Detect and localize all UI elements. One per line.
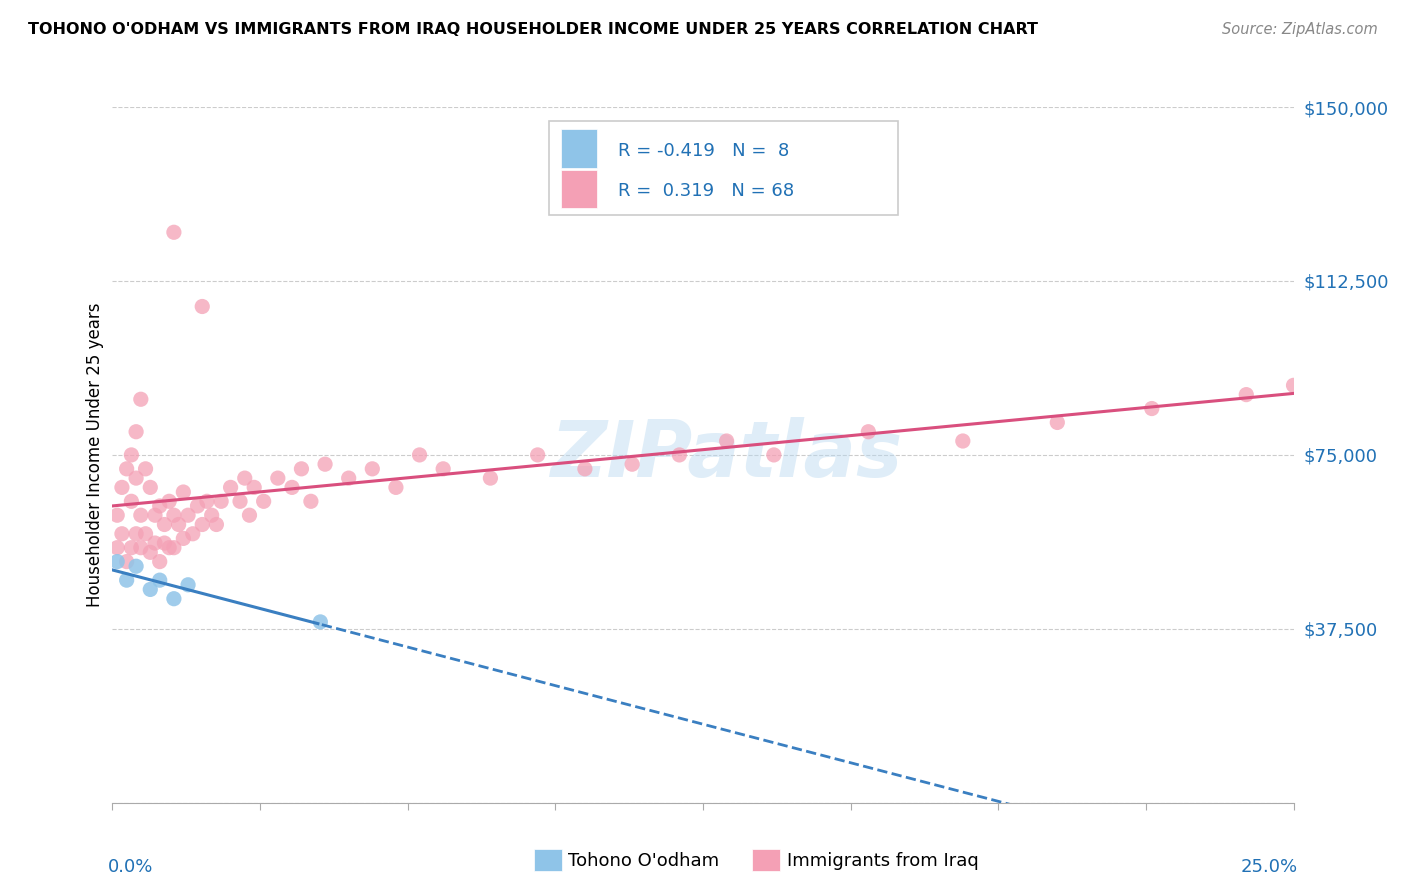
Point <box>149 573 172 587</box>
Point <box>172 485 194 500</box>
Point <box>139 582 162 597</box>
Point <box>299 494 322 508</box>
Point <box>125 559 148 574</box>
Point <box>135 462 157 476</box>
Point <box>167 517 190 532</box>
Point <box>120 448 142 462</box>
Point <box>143 536 166 550</box>
Point <box>143 508 166 523</box>
Point <box>1046 416 1069 430</box>
Point <box>762 448 785 462</box>
Point <box>195 494 218 508</box>
Point <box>125 471 148 485</box>
Point <box>1234 387 1257 401</box>
Point <box>186 499 208 513</box>
Point <box>129 541 152 555</box>
Point <box>526 448 548 462</box>
Point <box>129 508 152 523</box>
Text: TOHONO O'ODHAM VS IMMIGRANTS FROM IRAQ HOUSEHOLDER INCOME UNDER 25 YEARS CORRELA: TOHONO O'ODHAM VS IMMIGRANTS FROM IRAQ H… <box>28 22 1038 37</box>
Point <box>163 591 186 606</box>
Point <box>191 300 214 314</box>
FancyBboxPatch shape <box>561 129 596 168</box>
Point <box>385 480 408 494</box>
Point <box>337 471 360 485</box>
Point <box>105 555 128 569</box>
Point <box>157 541 180 555</box>
Point <box>125 425 148 439</box>
Text: Source: ZipAtlas.com: Source: ZipAtlas.com <box>1222 22 1378 37</box>
Point <box>163 508 186 523</box>
Point <box>139 545 162 559</box>
Point <box>111 480 134 494</box>
Text: R = -0.419   N =  8: R = -0.419 N = 8 <box>619 142 789 160</box>
Point <box>115 573 138 587</box>
Point <box>191 517 214 532</box>
Point <box>253 494 276 508</box>
Point <box>229 494 252 508</box>
Point <box>1140 401 1163 416</box>
Point <box>177 508 200 523</box>
Point <box>125 526 148 541</box>
Point <box>238 508 260 523</box>
Point <box>139 480 162 494</box>
Point <box>432 462 454 476</box>
Point <box>479 471 502 485</box>
Point <box>668 448 690 462</box>
Point <box>408 448 430 462</box>
Point <box>243 480 266 494</box>
Point <box>105 541 128 555</box>
Point <box>153 517 176 532</box>
Point <box>574 462 596 476</box>
Point <box>129 392 152 407</box>
Point <box>267 471 290 485</box>
Point <box>952 434 974 448</box>
Point <box>111 526 134 541</box>
Point <box>858 425 880 439</box>
FancyBboxPatch shape <box>550 121 898 215</box>
Text: R =  0.319   N = 68: R = 0.319 N = 68 <box>619 182 794 200</box>
Point <box>149 499 172 513</box>
Text: 25.0%: 25.0% <box>1241 858 1298 877</box>
Point <box>163 225 186 239</box>
Text: Immigrants from Iraq: Immigrants from Iraq <box>787 852 979 870</box>
Point <box>290 462 312 476</box>
Text: 0.0%: 0.0% <box>108 858 153 877</box>
Point <box>153 536 176 550</box>
Point <box>163 541 186 555</box>
Point <box>135 526 157 541</box>
Point <box>309 615 332 629</box>
Point <box>219 480 242 494</box>
Point <box>716 434 738 448</box>
Point <box>120 541 142 555</box>
Text: ZIPatlas: ZIPatlas <box>551 417 903 493</box>
Point <box>361 462 384 476</box>
Text: Householder Income Under 25 years: Householder Income Under 25 years <box>86 302 104 607</box>
Point <box>149 555 172 569</box>
Point <box>172 532 194 546</box>
Point <box>1282 378 1305 392</box>
Point <box>181 526 204 541</box>
Point <box>157 494 180 508</box>
Point <box>201 508 224 523</box>
Text: Tohono O'odham: Tohono O'odham <box>568 852 718 870</box>
Point <box>233 471 256 485</box>
Point <box>209 494 232 508</box>
Point <box>105 508 128 523</box>
Point <box>120 494 142 508</box>
Point <box>281 480 304 494</box>
Point <box>177 578 200 592</box>
Point <box>314 457 336 471</box>
Point <box>621 457 644 471</box>
Point <box>115 555 138 569</box>
FancyBboxPatch shape <box>561 169 596 208</box>
Point <box>115 462 138 476</box>
Point <box>205 517 228 532</box>
